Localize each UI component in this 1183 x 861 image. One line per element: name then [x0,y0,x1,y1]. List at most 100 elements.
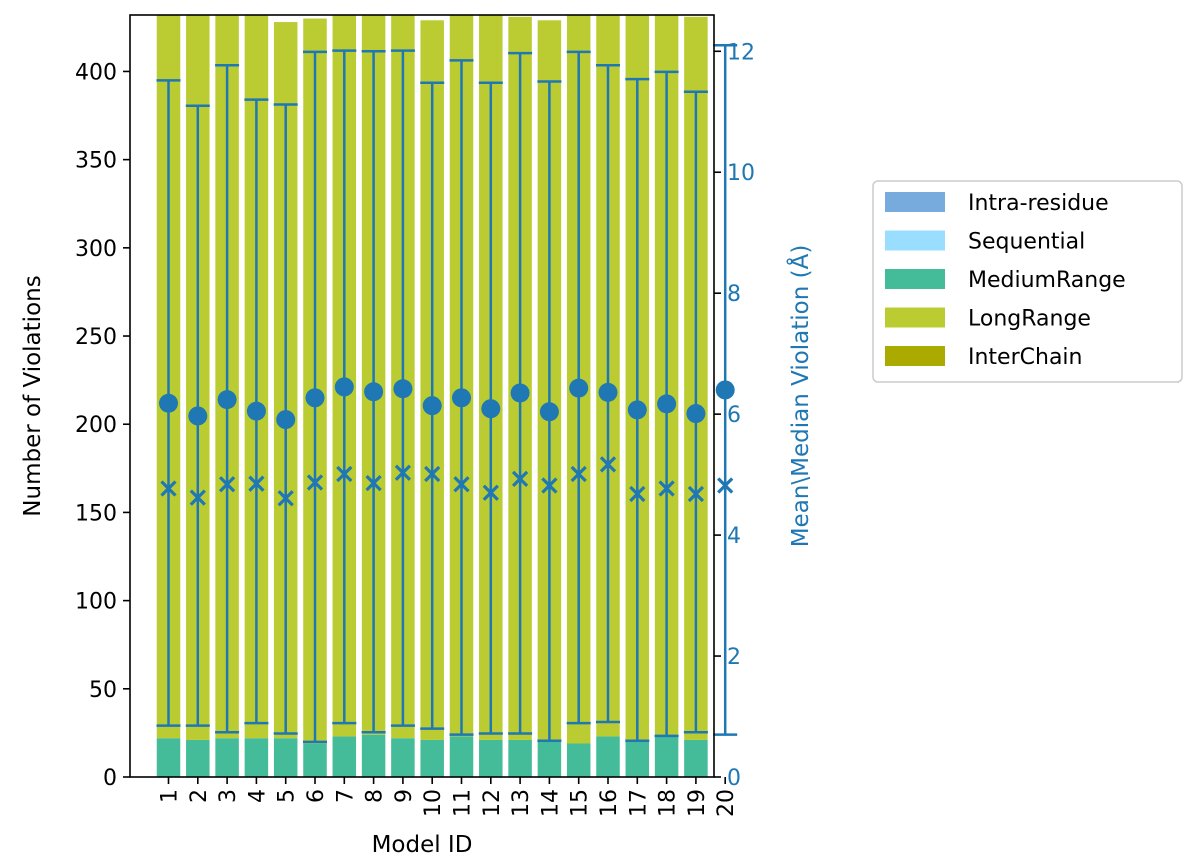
right-tick-label-0: 0 [727,766,741,791]
median-marker-5 [277,490,294,507]
right-tick-label-2: 2 [727,645,741,670]
mean-marker-15 [569,378,589,398]
x-tick-label-11: 11 [451,789,476,817]
median-marker-4 [248,475,265,492]
median-marker-12 [482,484,499,501]
bar-mediumrange-2 [186,739,210,777]
legend-swatch-sequential [885,230,945,251]
x-tick-label-7: 7 [333,789,358,803]
median-marker-9 [394,464,412,481]
mean-marker-9 [393,379,413,399]
mean-marker-8 [364,382,384,402]
x-tick-label-9: 9 [392,789,417,803]
x-tick-label-3: 3 [216,789,241,803]
bar-mediumrange-8 [361,734,386,777]
mean-marker-11 [452,388,471,408]
right-axis-ticks: 0 2 4 6 8 10 12 [714,40,755,791]
bar-mediumrange-6 [303,743,327,777]
bar-mediumrange-7 [332,736,357,777]
bar-mediumrange-19 [684,739,708,777]
x-tick-label-10: 10 [421,789,446,817]
bar-mediumrange-18 [654,736,679,777]
mean-marker-1 [159,393,178,413]
bar-mediumrange-13 [508,739,532,777]
x-tick-label-19: 19 [685,789,710,817]
x-tick-label-8: 8 [363,789,388,803]
median-marker-18 [658,480,675,497]
x-tick-label-18: 18 [656,789,681,817]
left-tick-label-250: 250 [75,325,117,350]
x-tick-label-12: 12 [480,789,505,817]
legend-swatch-mediumrange [885,269,945,289]
median-marker-17 [629,485,646,503]
median-marker-20 [717,477,734,494]
bar-mediumrange-1 [156,738,181,777]
legend-label-mediumrange: MediumRange [968,268,1126,293]
right-tick-label-6: 6 [727,403,741,428]
bar-mediumrange-17 [625,739,650,777]
mean-marker-16 [598,382,618,402]
right-tick-label-8: 8 [727,282,741,307]
bar-mediumrange-9 [391,738,415,777]
legend: Intra-residue Sequential MediumRange LongRa… [872,180,1183,383]
bar-mediumrange-4 [244,738,269,777]
median-marker-3 [218,476,236,493]
bar-mediumrange-12 [479,739,503,777]
median-marker-2 [189,489,206,506]
median-marker-10 [424,465,441,483]
x-tick-label-13: 13 [509,789,534,817]
x-tick-label-1: 1 [158,789,183,803]
median-marker-1 [160,480,177,497]
mean-marker-2 [188,406,208,426]
median-marker-14 [541,477,558,494]
bar-mediumrange-15 [566,743,591,777]
mean-marker-4 [246,401,266,421]
left-tick-label-0: 0 [103,766,117,791]
median-marker-11 [453,476,470,493]
median-marker-16 [599,456,617,473]
y-axis-label-left: Number of Violations [20,275,46,516]
legend-swatch-intra-residue [885,192,945,212]
median-marker-13 [511,470,529,487]
bar-mediumrange-11 [449,736,474,777]
mean-marker-10 [422,396,442,416]
mean-marker-14 [539,402,559,422]
legend-label-intra-residue: Intra-residue [968,191,1109,216]
mean-marker-3 [217,390,237,410]
mean-marker-13 [510,383,530,403]
mean-marker-18 [657,394,677,414]
x-tick-label-6: 6 [304,789,329,803]
bars-layer [156,15,714,777]
bar-mediumrange-3 [215,738,239,777]
x-tick-label-15: 15 [568,789,593,817]
bar-mediumrange-10 [420,739,444,777]
right-tick-label-4: 4 [727,524,741,549]
markers-layer [156,43,738,744]
mean-marker-12 [481,399,501,419]
y-axis-label-right: Mean\Median Violation (Å) [786,245,814,548]
x-tick-label-5: 5 [275,789,300,803]
mean-marker-20 [715,380,735,400]
bar-mediumrange-16 [596,736,620,777]
left-tick-label-300: 300 [75,237,117,262]
left-tick-label-400: 400 [75,60,117,85]
x-tick-label-4: 4 [245,789,270,803]
mean-marker-17 [627,400,647,420]
x-axis-label: Model ID [372,832,473,858]
x-axis-ticks: 1 2 3 4 5 6 7 8 9 10 11 12 13 14 15 16 17 18 19 20 [158,777,739,817]
mean-marker-5 [276,410,296,430]
legend-label-longrange: LongRange [968,307,1091,332]
bar-mediumrange-5 [273,738,298,777]
mean-marker-7 [334,377,354,397]
mean-marker-6 [305,388,325,408]
legend-frame [872,180,1183,383]
right-tick-label-10: 10 [727,161,755,186]
left-tick-label-50: 50 [89,678,117,703]
x-tick-label-16: 16 [597,789,622,817]
median-marker-8 [365,474,382,492]
left-tick-label-150: 150 [75,501,117,526]
mean-marker-19 [686,404,706,424]
legend-swatch-interchain [885,346,945,366]
x-tick-label-17: 17 [626,789,651,817]
